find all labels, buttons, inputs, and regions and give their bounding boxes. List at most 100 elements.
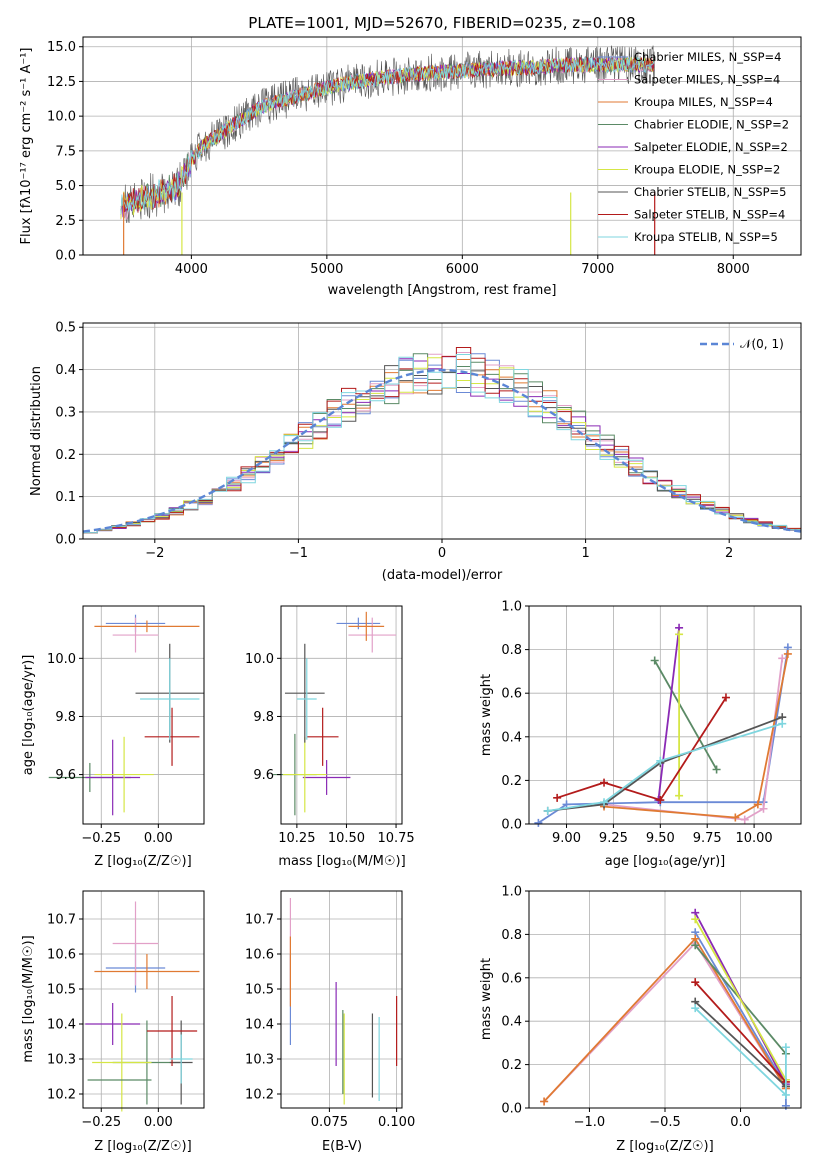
mw-age-series-line [547,722,783,812]
mw-z-xlabel: Z [log₁₀(Z/Z☉)] [616,1139,713,1154]
spectrum-title: PLATE=1001, MJD=52670, FIBERID=0235, z=0… [248,14,635,32]
mw-age-ylabel: mass weight [479,674,494,756]
mw-age-marker [600,778,609,787]
mw-z-marker [781,1043,790,1052]
age-z-grid [83,606,204,824]
mass-z-xtick-label: −0.25 [81,1115,121,1130]
mw-z-marker [781,1101,790,1110]
age-mass-errorbars [273,611,397,816]
mass-ebv-xlabel: E(B-V) [322,1139,362,1154]
mw-z-xtick-label: −0.5 [649,1115,681,1130]
age-mass-point [282,736,327,813]
age-z-ytick-label: 10.0 [47,652,76,667]
legend-label: Salpeter MILES, N_SSP=4 [634,73,780,87]
mw-age-marker [740,815,749,824]
mass-ebv-errorbars [289,898,398,1105]
mw-age-series-line [657,627,680,801]
mass-z-frame [82,890,205,1109]
legend-label: Kroupa ELODIE, N_SSP=2 [634,163,780,177]
mass-z-ylabel: mass [log₁₀(M/M☉)] [21,935,36,1062]
age-z-ticks: −0.25 0.00 9.6 9.8 10.0 [47,652,173,846]
legend-label: Chabrier ELODIE, N_SSP=2 [634,118,789,132]
mw-age-frame [528,605,802,825]
mw-age-ytick-label: 0.4 [501,730,522,745]
mw-age-ytick-label: 0.2 [501,774,522,789]
mw-age-marker [731,813,740,822]
mw-z-lines [540,908,790,1110]
age-z-point [112,617,159,653]
histogram-frame [82,322,802,540]
age-vs-metallicity-panel: −0.25 0.00 9.6 9.8 10.0 Z [log₁₀(Z/Z☉)] age … [21,605,205,869]
mw-age-marker [600,798,609,807]
mass-z-ytick-label: 10.2 [47,1088,76,1103]
histogram-xtick-label: 2 [725,546,733,561]
mw-z-marker [540,1097,549,1106]
mass-ebv-frame [280,890,403,1109]
spectrum-ytick-label: 10.0 [47,110,76,125]
age-mass-point [348,611,385,641]
legend-label: Salpeter ELODIE, N_SSP=2 [634,140,788,154]
legend-label: Salpeter STELIB, N_SSP=4 [634,208,785,222]
mw-z-marker [691,915,700,924]
mw-age-grid [529,605,801,825]
mass-z-point [146,996,198,1066]
age-z-errorbars [48,614,204,816]
mw-age-series-line [603,658,784,821]
spectrum-xtick-label: 8000 [717,262,750,277]
mass-vs-metallicity-panel: −0.25 0.00 10.2 10.3 10.4 10.5 10.6 10.7 Z [log… [21,890,205,1154]
age-mass-grid [281,606,402,824]
legend-label: Kroupa MILES, N_SSP=4 [634,95,773,109]
mass-z-ticks: −0.25 0.00 10.2 10.3 10.4 10.5 10.6 10.7 [47,913,173,1131]
mw-age-xtick-label: 9.00 [552,831,581,846]
mw-age-ytick-label: 0.6 [501,687,522,702]
mass-z-point [112,901,159,986]
mw-z-ytick-label: 0.6 [501,971,522,986]
mw-age-marker [534,818,543,827]
legend-label: Kroupa STELIB, N_SSP=5 [634,230,778,244]
spectrum-ytick-label: 2.5 [55,214,76,229]
mw-age-marker [543,806,552,815]
histogram-xtick-label: 0 [438,546,446,561]
mass-z-ytick-label: 10.4 [47,1018,76,1033]
mw-z-xtick-label: −1.0 [574,1115,606,1130]
massweight-vs-metallicity-panel: −1.0 −0.5 0.0 0.0 0.2 0.4 0.6 0.8 1.0 Z [log₁₀(Z… [479,885,802,1154]
spectrum-xlabel: wavelength [Angstrom, rest frame] [328,283,557,298]
age-mass-xlabel: mass [log₁₀(M/M☉)] [278,854,405,869]
residual-histogram-panel: −2 −1 0 1 2 0.0 0.1 0.2 0.3 0.4 0.5 (data-model)/e… [29,321,802,583]
age-mass-point [348,617,397,653]
age-mass-point [336,617,381,630]
age-mass-frame [280,605,403,825]
spectrum-xtick-label: 6000 [446,262,479,277]
mw-age-marker [553,793,562,802]
mass-z-grid [83,891,204,1108]
age-z-point [144,707,200,766]
age-z-xtick-label: 0.00 [144,831,173,846]
histogram-xlabel: (data-model)/error [382,568,503,583]
mw-age-ytick-label: 0.0 [501,818,522,833]
age-mass-ytick-label: 10.0 [245,652,274,667]
histogram-ytick-label: 0.3 [55,405,76,420]
spectrum-series-line [120,45,655,224]
histogram-legend: 𝒩(0, 1) [700,337,784,351]
spectrum-xtick-label: 4000 [175,262,208,277]
mw-z-marker [781,1090,790,1099]
age-z-xtick-label: −0.25 [81,831,121,846]
spectrum-frame [82,36,802,256]
mw-z-ticks: −1.0 −0.5 0.0 0.0 0.2 0.4 0.6 0.8 1.0 [501,885,751,1131]
mw-age-marker [650,656,659,665]
age-z-ytick-label: 9.6 [55,768,76,783]
histogram-step-line [83,352,801,534]
age-mass-xtick-label: 10.50 [328,831,365,846]
mass-z-ytick-label: 10.3 [47,1053,76,1068]
age-mass-point [296,658,317,740]
mw-age-marker [712,765,721,774]
spectrum-ticks: 4000 5000 6000 7000 8000 0.0 2.5 5.0 7.5 10.0 12.5… [47,40,750,277]
histogram-step-line [83,354,801,534]
histogram-ytick-label: 0.5 [55,321,76,336]
mass-z-xtick-label: 0.00 [144,1115,173,1130]
legend-label: Chabrier STELIB, N_SSP=5 [634,185,786,199]
spectrum-ytick-label: 0.0 [55,249,76,264]
spectrum-xtick-label: 7000 [581,262,614,277]
mass-ebv-ytick-label: 10.5 [245,983,274,998]
